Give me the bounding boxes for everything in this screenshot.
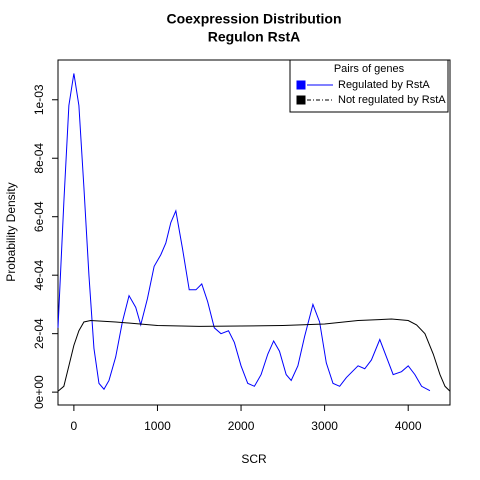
y-tick-label: 8e-04 (32, 143, 46, 174)
y-axis-label: Probability Density (4, 182, 18, 281)
chart-subtitle: Regulon RstA (208, 29, 301, 45)
series-line (57, 318, 451, 392)
x-axis-label: SCR (241, 452, 267, 466)
legend-title: Pairs of genes (334, 63, 405, 75)
legend-swatch (296, 80, 306, 90)
x-tick-label: 0 (71, 419, 78, 433)
chart-title: Coexpression Distribution (166, 11, 341, 27)
x-tick-label: 1000 (144, 419, 171, 433)
y-tick-label: 0e+00 (32, 375, 46, 409)
y-tick-label: 1e-03 (32, 84, 46, 115)
legend-box (289, 59, 449, 113)
plot-frame (57, 59, 451, 406)
x-tick-label: 3000 (311, 419, 338, 433)
y-tick-label: 2e-04 (32, 318, 46, 349)
x-tick-label: 4000 (395, 419, 422, 433)
y-tick-label: 4e-04 (32, 260, 46, 291)
legend-swatch (296, 95, 306, 105)
x-tick-label: 2000 (228, 419, 255, 433)
legend-label: Not regulated by RstA (338, 94, 446, 106)
legend-label: Regulated by RstA (338, 79, 430, 91)
y-tick-label: 6e-04 (32, 201, 46, 232)
series-line (57, 73, 431, 392)
